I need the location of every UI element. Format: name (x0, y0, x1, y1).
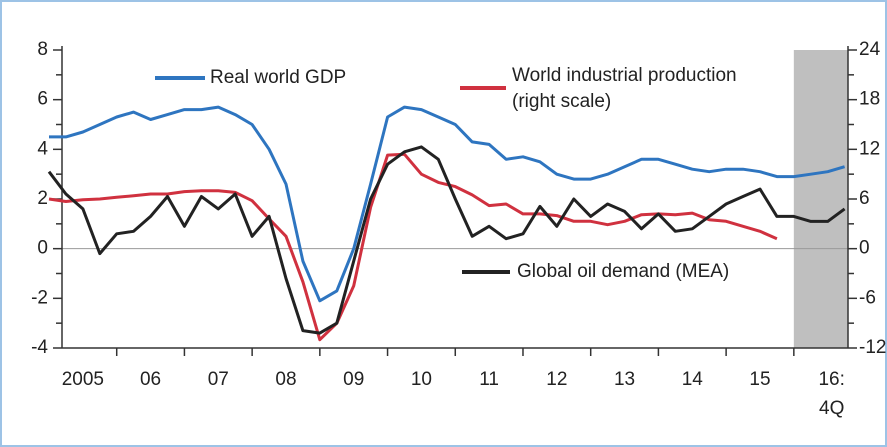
x-tick-label: 07 (208, 369, 229, 390)
x-tick-label: 13 (614, 369, 635, 390)
x-tick-label: 11 (479, 369, 499, 390)
x-tick-label: 15 (749, 369, 770, 390)
y-tick-label: -4 (31, 337, 48, 358)
y-tick-label: -2 (31, 287, 48, 308)
y-tick-label: 4 (37, 138, 48, 159)
y2-tick-label: 18 (859, 89, 880, 110)
x-tick-label: 08 (275, 369, 296, 390)
x-tick-label: 09 (343, 369, 364, 390)
series-line (48, 152, 778, 342)
y-tick-label: 6 (37, 89, 48, 110)
legend-label: Real world GDP (210, 67, 346, 88)
series-line (49, 105, 846, 303)
quarter-note: 4Q (819, 398, 844, 419)
forecast-shade (793, 50, 848, 348)
y-tick-label: 2 (37, 188, 48, 209)
x-tick-label: 12 (546, 369, 567, 390)
legend-label: Global oil demand (MEA) (517, 261, 729, 282)
x-tick-label: 16: (818, 369, 844, 390)
y2-tick-label: 6 (859, 188, 870, 209)
y-tick-label: 0 (37, 238, 48, 259)
y-tick-label: 8 (37, 39, 48, 60)
y2-tick-label: 24 (859, 39, 881, 60)
y2-tick-label: -12 (859, 337, 886, 358)
legend-note: (right scale) (512, 91, 611, 112)
x-tick-label: 06 (140, 369, 161, 390)
series-line (47, 145, 846, 335)
y2-tick-label: 12 (859, 138, 880, 159)
x-tick-label: 10 (411, 369, 432, 390)
y2-tick-label: 0 (859, 238, 870, 259)
legend-label: World industrial production (512, 65, 737, 86)
x-tick-label: 2005 (62, 369, 104, 390)
x-tick-label: 14 (682, 369, 704, 390)
y2-tick-label: -6 (859, 287, 876, 308)
